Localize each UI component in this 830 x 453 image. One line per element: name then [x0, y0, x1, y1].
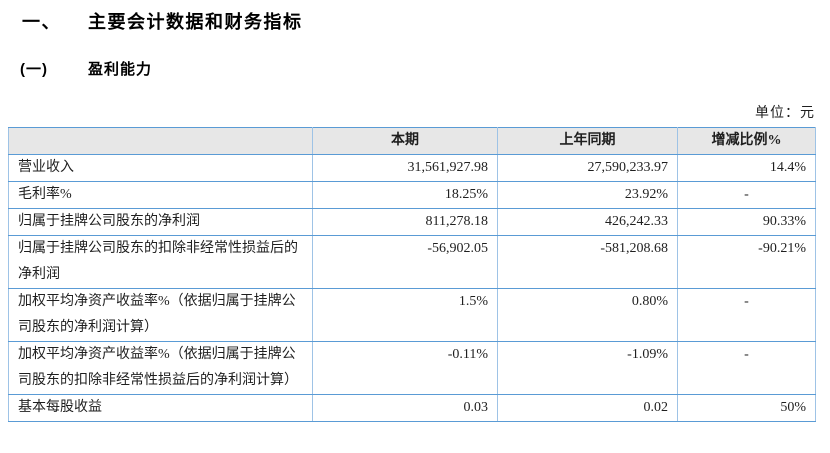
prior-period-value-cell: 23.92% — [497, 181, 678, 209]
row-label-cell: 毛利率% — [8, 181, 313, 209]
section-title: 主要会计数据和财务指标 — [88, 12, 303, 32]
change-ratio-value-cell: - — [677, 288, 816, 342]
row-label-cell: 加权平均净资产收益率%（依据归属于挂牌公司股东的扣除非经常性损益后的净利润计算） — [8, 341, 313, 395]
change-ratio-value-cell: -90.21% — [677, 235, 816, 289]
current-period-value-cell: 0.03 — [312, 394, 498, 422]
row-label-cell: 加权平均净资产收益率%（依据归属于挂牌公司股东的净利润计算） — [8, 288, 313, 342]
current-period-value-cell: 31,561,927.98 — [312, 154, 498, 182]
subsection-title: 盈利能力 — [88, 61, 153, 78]
prior-period-value-cell: 0.80% — [497, 288, 678, 342]
unit-label: 单位：元 — [755, 106, 815, 121]
table-row: 加权平均净资产收益率%（依据归属于挂牌公司股东的净利润计算） 1.5% 0.80% - — [8, 288, 816, 342]
column-header-current-period: 本期 — [312, 127, 498, 155]
table-header-row: 本期 上年同期 增减比例% — [8, 127, 816, 155]
table-row: 毛利率% 18.25% 23.92% - — [8, 181, 816, 209]
financial-indicators-table: 本期 上年同期 增减比例% 营业收入 31,561,927.98 27,590,23… — [8, 127, 816, 422]
prior-period-value-cell: -1.09% — [497, 341, 678, 395]
current-period-value-cell: -56,902.05 — [312, 235, 498, 289]
row-label-cell: 归属于挂牌公司股东的扣除非经常性损益后的净利润 — [8, 235, 313, 289]
change-ratio-value-cell: 14.4% — [677, 154, 816, 182]
change-ratio-value-cell: - — [677, 341, 816, 395]
subsection-number: (一) — [20, 61, 48, 78]
change-ratio-value-cell: - — [677, 181, 816, 209]
current-period-value-cell: 18.25% — [312, 181, 498, 209]
section-number: 一、 — [22, 12, 61, 32]
column-header-indicator — [8, 127, 313, 155]
table-body: 营业收入 31,561,927.98 27,590,233.97 14.4% 毛利率% 1… — [8, 154, 816, 422]
change-ratio-value-cell: 90.33% — [677, 208, 816, 236]
table-row: 归属于挂牌公司股东的净利润 811,278.18 426,242.33 90.33% — [8, 208, 816, 236]
change-ratio-value-cell: 50% — [677, 394, 816, 422]
row-label-cell: 归属于挂牌公司股东的净利润 — [8, 208, 313, 236]
prior-period-value-cell: 426,242.33 — [497, 208, 678, 236]
column-header-prior-period: 上年同期 — [497, 127, 678, 155]
table-row: 归属于挂牌公司股东的扣除非经常性损益后的净利润 -56,902.05 -581,20… — [8, 235, 816, 289]
prior-period-value-cell: 27,590,233.97 — [497, 154, 678, 182]
prior-period-value-cell: 0.02 — [497, 394, 678, 422]
current-period-value-cell: 1.5% — [312, 288, 498, 342]
table-row: 加权平均净资产收益率%（依据归属于挂牌公司股东的扣除非经常性损益后的净利润计算）… — [8, 341, 816, 395]
subsection-heading: (一) 盈利能力 — [20, 58, 152, 79]
table-row: 营业收入 31,561,927.98 27,590,233.97 14.4% — [8, 154, 816, 182]
column-header-change-ratio: 增减比例% — [677, 127, 816, 155]
row-label-cell: 营业收入 — [8, 154, 313, 182]
row-label-cell: 基本每股收益 — [8, 394, 313, 422]
prior-period-value-cell: -581,208.68 — [497, 235, 678, 289]
current-period-value-cell: 811,278.18 — [312, 208, 498, 236]
current-period-value-cell: -0.11% — [312, 341, 498, 395]
section-heading: 一、 主要会计数据和财务指标 — [22, 8, 303, 34]
table-row: 基本每股收益 0.03 0.02 50% — [8, 394, 816, 422]
